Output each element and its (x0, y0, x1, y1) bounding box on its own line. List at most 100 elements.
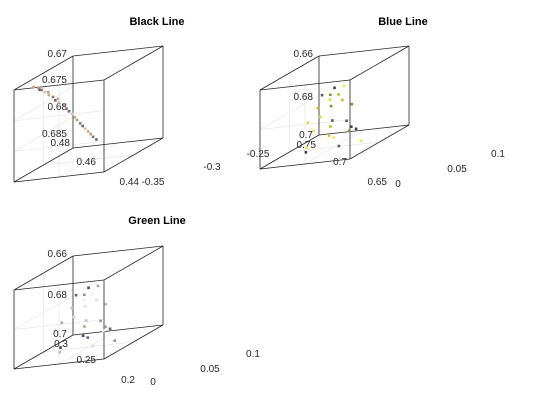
data-point (75, 118, 79, 122)
z-tick-label: 0.66 (48, 249, 68, 260)
chart-title: Green Line (128, 215, 185, 227)
y-tick-label: 0.25 (77, 355, 97, 366)
data-point (350, 125, 353, 128)
data-point (337, 144, 341, 148)
x-tick-label: -0.25 (247, 149, 270, 160)
data-point (87, 286, 90, 290)
data-point (312, 129, 315, 133)
x-tick-label: -0.3 (203, 162, 221, 173)
data-point (51, 95, 55, 99)
axes-box-edge (103, 45, 164, 81)
subplot-3: Green Line 0 0.05 0.1 0.2 0.25 0.3 0.66 0.68 0.7 (13, 215, 260, 388)
data-point (79, 122, 82, 125)
data-point (341, 98, 344, 102)
axes-box-edge (259, 55, 320, 91)
grid-line (13, 319, 105, 330)
y-tick-label: 0.7 (333, 157, 347, 168)
axes-box-edge (259, 79, 351, 91)
axes-box-edge (103, 245, 164, 281)
data-point (91, 293, 94, 296)
data-point (58, 351, 62, 354)
data-point (87, 130, 90, 133)
axes-box-edge (72, 245, 164, 257)
data-point (54, 99, 57, 102)
data-point (348, 129, 351, 132)
grid-line (13, 295, 74, 330)
axes-box-edge (13, 255, 74, 291)
data-point (70, 306, 74, 310)
data-point (71, 112, 74, 116)
axes-box-edge (259, 158, 351, 170)
grid-line (43, 154, 134, 166)
data-point (96, 284, 100, 288)
z-tick-label: 0.66 (294, 49, 314, 60)
data-point (345, 119, 348, 123)
data-point (328, 98, 332, 101)
data-point (332, 136, 335, 139)
data-point (305, 146, 308, 149)
axes-box-edge (13, 358, 105, 370)
data-point (304, 151, 308, 154)
x-tick-label: 0 (150, 377, 156, 388)
chart-title: Black Line (129, 16, 184, 28)
data-point (66, 329, 69, 333)
x-tick-label: 0.1 (491, 149, 505, 160)
axes-box-edge (72, 45, 164, 57)
data-point (32, 85, 35, 89)
data-point (59, 346, 62, 349)
data-point (104, 302, 108, 306)
z-tick-label: 0.68 (294, 92, 314, 103)
z-tick-label: 0.68 (48, 102, 68, 113)
axes-box-edge (72, 324, 164, 336)
data-point (108, 327, 112, 331)
data-point (38, 88, 41, 91)
data-point (46, 90, 50, 94)
data-point (359, 139, 363, 142)
data-point (83, 293, 86, 297)
axes-box-edge (13, 279, 105, 291)
y-tick-label: 0.65 (368, 177, 388, 188)
data-point (81, 124, 84, 128)
z-tick-label: 0.685 (42, 129, 67, 140)
chart-title: Blue Line (378, 16, 428, 28)
data-point (86, 336, 89, 339)
data-point (40, 88, 43, 92)
axes-box-edge (349, 45, 410, 81)
data-point (67, 110, 71, 113)
axes-box-edge (72, 137, 164, 149)
axes-box-edge (13, 334, 74, 370)
z-tick-label: 0.67 (48, 49, 68, 60)
data-point (99, 319, 102, 323)
z-tick-label: 0.7 (299, 130, 313, 141)
data-point (37, 86, 40, 90)
data-point (81, 334, 85, 337)
data-point (57, 101, 60, 104)
data-point (74, 293, 78, 297)
y-tick-label: 0.3 (54, 339, 68, 350)
data-point (65, 107, 68, 110)
data-point (91, 344, 95, 348)
grid-line (289, 141, 380, 153)
grid-line (13, 110, 105, 122)
axes-box-edge (13, 147, 74, 183)
data-point (329, 125, 332, 128)
data-point (73, 116, 76, 119)
data-point (83, 325, 86, 328)
z-tick-label: 0.7 (53, 329, 67, 340)
data-point (83, 304, 87, 308)
y-tick-label: 0.48 (51, 138, 71, 149)
y-tick-label: 0.2 (121, 375, 135, 386)
y-tick-label: 0.75 (297, 140, 317, 151)
x-tick-label: 0 (395, 179, 401, 190)
data-point (329, 104, 333, 108)
grid-line (13, 140, 105, 152)
data-point (95, 138, 98, 141)
data-point (329, 93, 332, 97)
z-tick-label: 0.675 (42, 75, 67, 86)
y-tick-label: 0.44 (120, 177, 140, 188)
data-point (350, 102, 354, 106)
data-point (72, 315, 76, 319)
data-point (318, 115, 322, 119)
